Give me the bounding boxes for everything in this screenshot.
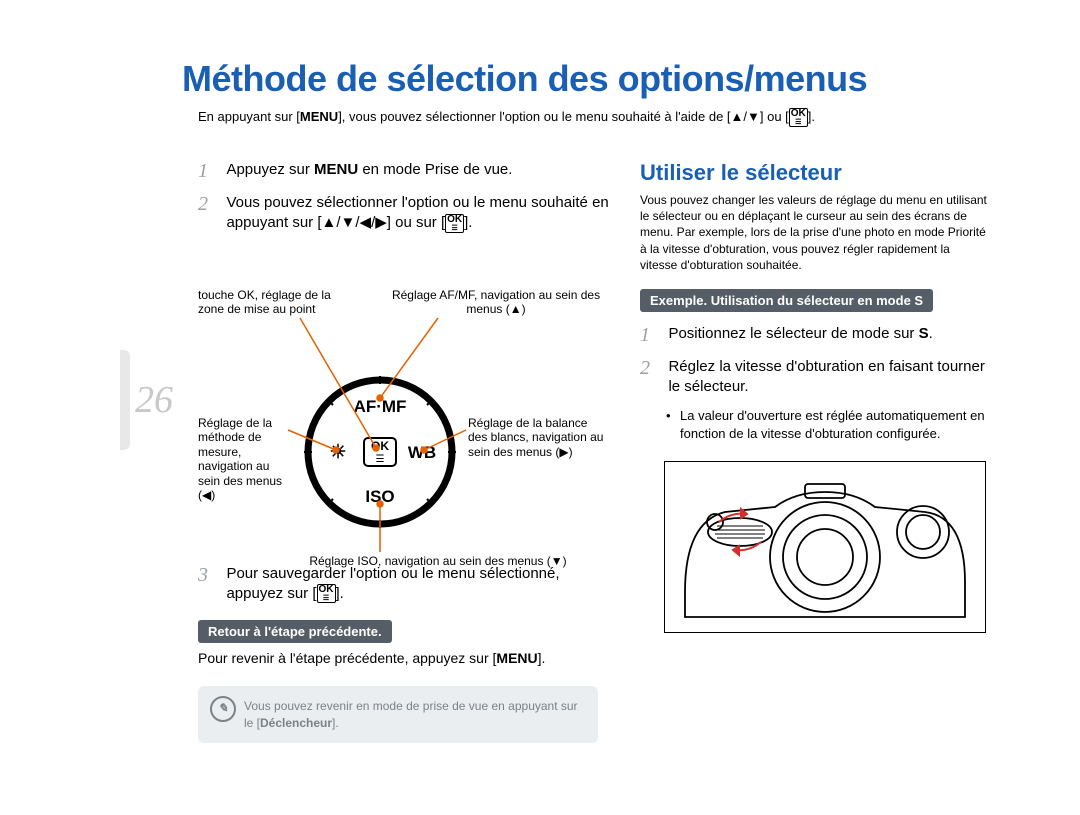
step1-a: Appuyez sur: [226, 161, 314, 178]
step1-num: 1: [198, 160, 222, 183]
intro-text: En appuyant sur [MENU], vous pouvez séle…: [198, 108, 815, 127]
intro-mid: ], vous pouvez sélectionner l'option ou …: [338, 109, 789, 124]
ok-bottom: ☰: [791, 119, 806, 126]
step1-b: MENU: [314, 161, 358, 178]
bullet-dot: •: [666, 407, 680, 442]
ok-top: OK: [791, 108, 806, 119]
intro-before: En appuyant sur [: [198, 109, 300, 124]
selector-desc: Vous pouvez changer les valeurs de régla…: [640, 192, 990, 273]
annot-left: Réglage de la méthode de mesure, navigat…: [198, 416, 288, 502]
step3-text: Pour sauvegarder l'option ou le menu sél…: [226, 564, 616, 605]
info-icon: ✎: [210, 696, 236, 722]
rs1-a: Positionnez le sélecteur de mode sur: [668, 325, 918, 342]
back-c: ].: [538, 650, 546, 666]
intro-after: ].: [808, 109, 815, 124]
rs2-num: 2: [640, 357, 664, 380]
dial-top: AF·MF: [354, 397, 407, 416]
manual-page: 26 Méthode de sélection des options/menu…: [0, 0, 1080, 815]
rs1-text: Positionnez le sélecteur de mode sur S.: [668, 324, 988, 344]
example-box-wrap: Exemple. Utilisation du sélecteur en mod…: [640, 289, 990, 312]
dial-ok: OK: [371, 439, 389, 453]
step2-num: 2: [198, 193, 222, 216]
step3-a: Pour sauvegarder l'option ou le menu sél…: [226, 565, 559, 602]
dial-bottom: ISO: [365, 487, 394, 506]
ok-bottom: ☰: [319, 595, 334, 602]
step3-num: 3: [198, 564, 222, 587]
annot-ok: touche OK, réglage de la zone de mise au…: [198, 288, 358, 317]
step2-text: Vous pouvez sélectionner l'option ou le …: [226, 193, 616, 234]
r-step-1: 1 Positionnez le sélecteur de mode sur S…: [640, 324, 990, 347]
example-box: Exemple. Utilisation du sélecteur en mod…: [640, 289, 933, 312]
page-tab: [120, 350, 130, 450]
dial-right: WB: [408, 443, 436, 462]
step3-b: ].: [336, 585, 344, 602]
ok-icon: OK☰: [789, 108, 808, 127]
r-bullet: • La valeur d'ouverture est réglée autom…: [666, 407, 990, 442]
ok-top: OK: [447, 214, 462, 225]
step-1: 1 Appuyez sur MENU en mode Prise de vue.: [198, 160, 628, 183]
annot-right: Réglage de la balance des blancs, naviga…: [468, 416, 608, 459]
step2-a: Vous pouvez sélectionner l'option ou le …: [226, 194, 608, 231]
back-a: Pour revenir à l'étape précédente, appuy…: [198, 650, 496, 666]
rs1-c: .: [929, 325, 933, 342]
dial-left: ☀: [329, 442, 346, 463]
ok-icon: OK☰: [317, 584, 336, 603]
back-text: Pour revenir à l'étape précédente, appuy…: [198, 649, 628, 668]
right-column: Utiliser le sélecteur Vous pouvez change…: [640, 160, 990, 633]
rs2-text: Réglez la vitesse d'obturation en faisan…: [668, 357, 988, 398]
page-number: 26: [135, 378, 173, 422]
note-b: Déclencheur: [260, 716, 332, 730]
dial-ok-sub: ☰: [376, 454, 385, 465]
step-3: 3 Pour sauvegarder l'option ou le menu s…: [198, 564, 628, 605]
back-box: Retour à l'étape précédente.: [198, 620, 392, 643]
bullet-text: La valeur d'ouverture est réglée automat…: [680, 407, 990, 442]
step2-b: ].: [464, 214, 472, 231]
selector-title: Utiliser le sélecteur: [640, 160, 990, 186]
rs1-b: S: [919, 325, 929, 342]
annot-afmf: Réglage AF/MF, navigation au sein des me…: [376, 288, 616, 317]
r-step-2: 2 Réglez la vitesse d'obturation en fais…: [640, 357, 990, 398]
step1-c: en mode Prise de vue.: [358, 161, 512, 178]
camera-illustration: [664, 461, 986, 633]
intro-menu: MENU: [300, 109, 338, 124]
dial-svg: AF·MF ISO ☀ WB OK ☰: [300, 372, 460, 532]
back-b: MENU: [496, 650, 537, 666]
step-2: 2 Vous pouvez sélectionner l'option ou l…: [198, 193, 628, 234]
rs1-num: 1: [640, 324, 664, 347]
annot-iso: Réglage ISO, navigation au sein des menu…: [278, 554, 598, 568]
note-c: ].: [332, 716, 339, 730]
dial-diagram: AF·MF ISO ☀ WB OK ☰: [300, 372, 460, 537]
ok-bottom: ☰: [447, 225, 462, 232]
note-box: ✎ Vous pouvez revenir en mode de prise d…: [198, 686, 598, 744]
ok-top: OK: [319, 584, 334, 595]
back-section: Retour à l'étape précédente. Pour reveni…: [198, 620, 628, 668]
page-title: Méthode de sélection des options/menus: [182, 58, 867, 100]
step1-text: Appuyez sur MENU en mode Prise de vue.: [226, 160, 616, 180]
ok-icon: OK☰: [445, 214, 464, 233]
